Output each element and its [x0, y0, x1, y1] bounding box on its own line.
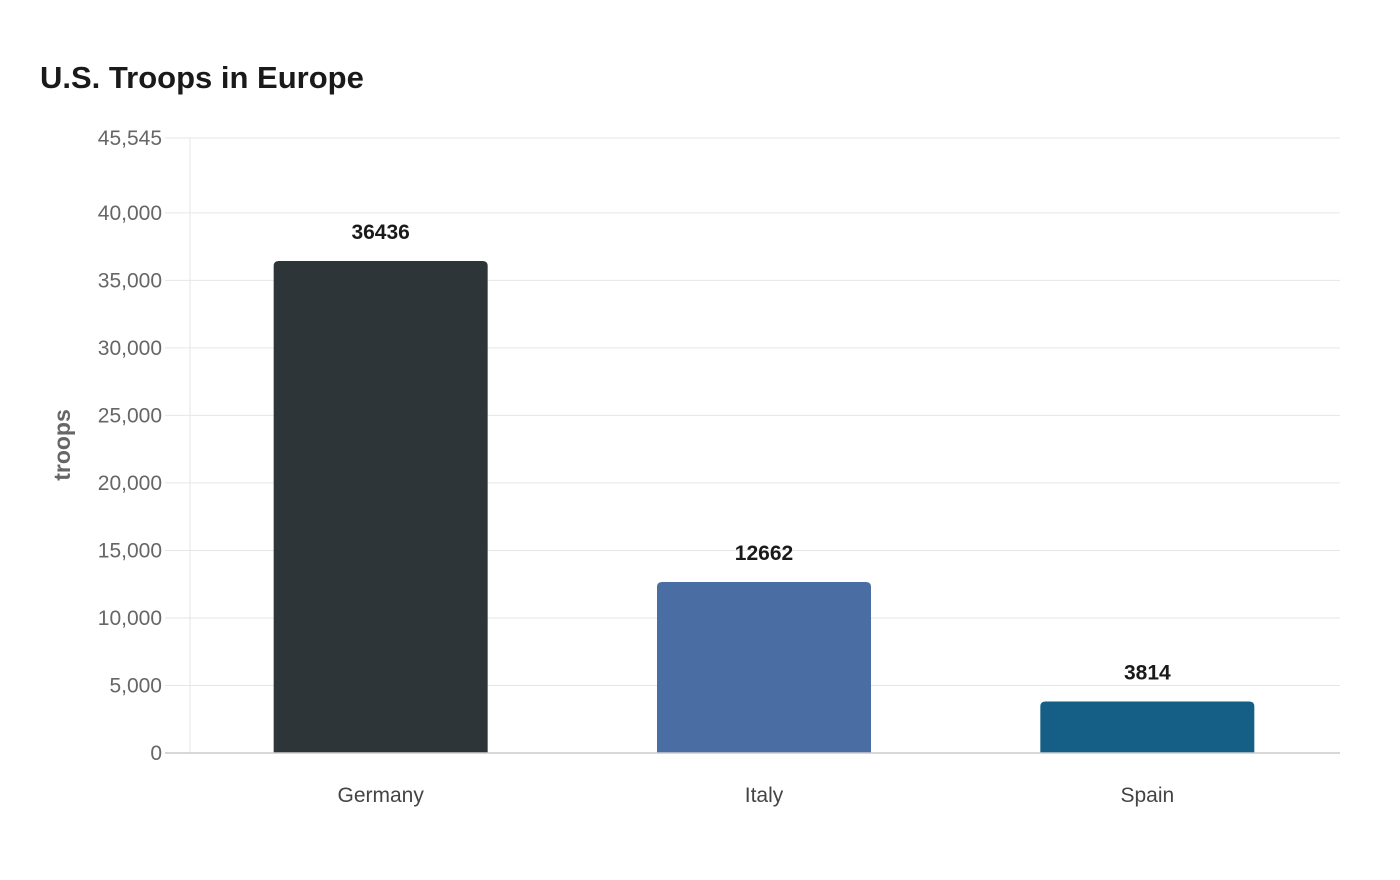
y-axis-title: troops: [49, 409, 75, 481]
y-tick-label: 10,000: [98, 607, 162, 630]
x-tick-label: Italy: [745, 784, 784, 807]
y-tick-label: 0: [150, 742, 162, 765]
chart-title: U.S. Troops in Europe: [40, 60, 364, 95]
y-tick-label: 25,000: [98, 404, 162, 427]
bars: [273, 261, 1255, 753]
bar-germany: [273, 261, 488, 753]
y-tick-label: 20,000: [98, 472, 162, 495]
x-tick-label: Spain: [1120, 784, 1174, 807]
y-tick-label: 15,000: [98, 539, 162, 562]
data-label: 12662: [735, 542, 793, 565]
x-tick-label: Germany: [337, 784, 424, 807]
data-label: 36436: [351, 221, 409, 244]
y-tick-label: 35,000: [98, 269, 162, 292]
labels: 0 5,000 10,000 15,000 20,000 25,000 30,000 35,0…: [98, 127, 1174, 807]
axes: [165, 138, 1340, 754]
y-tick-label: 5,000: [109, 674, 162, 697]
bar-italy: [657, 582, 871, 753]
y-tick-label: 45,545: [98, 127, 162, 150]
data-label: 3814: [1124, 661, 1171, 684]
y-tick-label: 40,000: [98, 202, 162, 225]
y-tick-label: 30,000: [98, 337, 162, 360]
bar-spain: [1040, 701, 1255, 753]
